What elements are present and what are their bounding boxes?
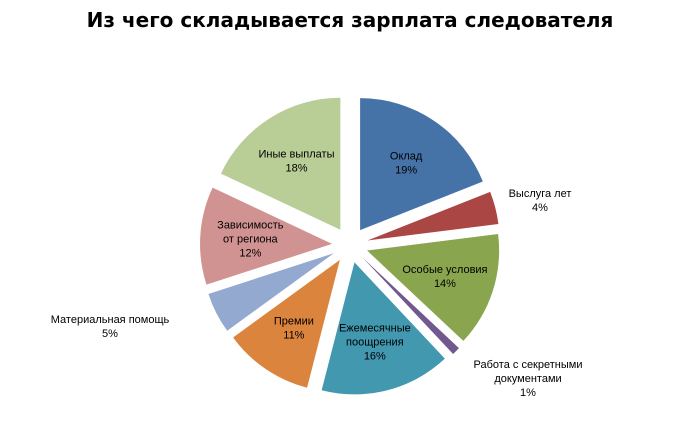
slice-category-label: Работа с секретными [474,359,583,371]
pie-slice [208,253,334,331]
slice-category-label: Ежемесячные [339,323,411,335]
chart-title: Из чего складывается зарплата следовател… [86,8,614,32]
slice-category-label: Премии [274,316,314,328]
slice-category-label: поощрения [346,337,404,349]
slice-value-label: 1% [520,387,536,399]
pie-slice [200,187,333,285]
slice-category-label: Зависимость [217,220,284,232]
slice-value-label: 4% [532,202,548,214]
slice-value-label: 14% [434,278,456,290]
pie-slice [367,234,500,341]
slice-value-label: 18% [285,163,307,175]
slice-category-label: Оклад [390,150,423,162]
slice-category-label: документами [494,373,561,385]
pie-slice [321,262,445,395]
slice-value-label: 19% [395,164,417,176]
slice-category-label: Иные выплаты [258,149,334,161]
pie-slice [367,191,499,241]
slice-category-label: Выслуга лет [509,188,572,200]
slice-value-label: 16% [364,351,386,363]
pie-slice [220,97,341,230]
pie-slice [360,98,483,231]
pie-slice [362,257,459,354]
slice-value-label: 5% [102,328,118,340]
slice-value-label: 12% [239,248,261,260]
pie-slice [233,259,340,388]
slice-category-label: Особые условия [402,264,487,276]
slice-value-label: 11% [283,330,304,342]
slice-category-label: от региона [223,234,279,246]
slice-category-label: Материальная помощь [51,314,170,326]
